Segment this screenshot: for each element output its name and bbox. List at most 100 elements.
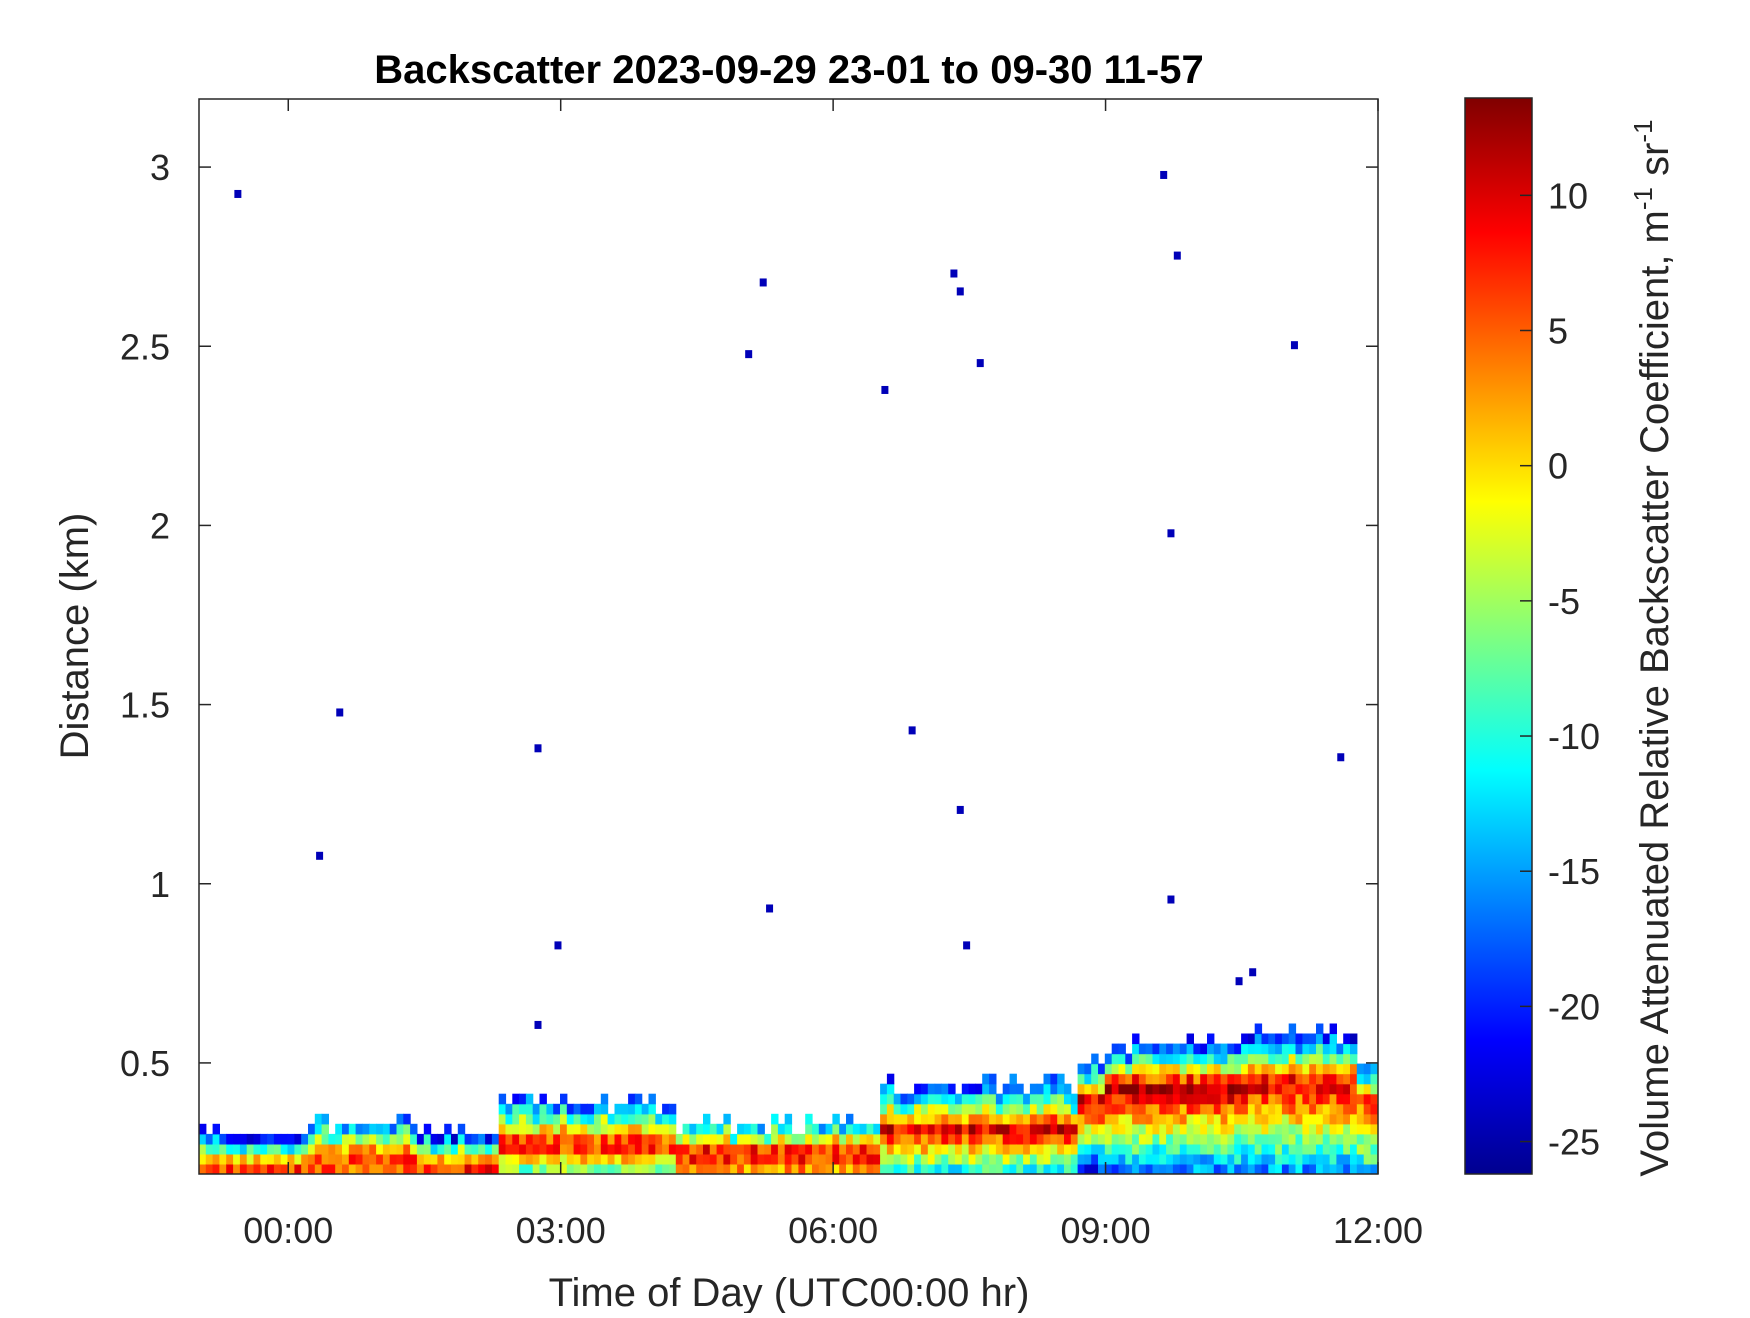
heatmap-cell (1350, 1103, 1358, 1115)
heatmap-cell (1363, 1153, 1372, 1165)
heatmap-cell (1275, 1103, 1283, 1115)
heatmap-cell (423, 1164, 432, 1174)
heatmap-cell (662, 1113, 670, 1125)
heatmap-cell (1159, 1103, 1167, 1115)
heatmap-cell (1241, 1043, 1249, 1055)
heatmap-cell (1132, 1164, 1140, 1174)
heatmap-cell (485, 1143, 493, 1155)
heatmap-cell (525, 1103, 534, 1115)
heatmap-cell (566, 1153, 575, 1165)
heatmap-cell (832, 1113, 840, 1125)
heatmap-cell (655, 1153, 663, 1165)
heatmap-cell (1254, 1043, 1263, 1055)
heatmap-cell (1268, 1083, 1276, 1095)
heatmap-cell (1186, 1073, 1194, 1085)
heatmap-cell (798, 1164, 806, 1174)
heatmap-cell (982, 1153, 990, 1165)
heatmap-cell (886, 1143, 895, 1155)
heatmap-cell (941, 1083, 949, 1095)
heatmap-cell (1309, 1043, 1317, 1055)
heatmap-cell (995, 1123, 1004, 1135)
heatmap-cell (798, 1133, 806, 1145)
heatmap-cell (580, 1123, 588, 1135)
heatmap-cell (1145, 1073, 1154, 1085)
heatmap-cell (212, 1153, 220, 1165)
heatmap-cell (968, 1123, 976, 1135)
heatmap-cell (287, 1143, 295, 1155)
heatmap-cell (1268, 1133, 1276, 1145)
heatmap-cell (1288, 1043, 1297, 1055)
heatmap-cell (880, 1164, 888, 1174)
heatmap-cell (1207, 1073, 1215, 1085)
heatmap-cell (1029, 1113, 1038, 1125)
heatmap-cell (1091, 1113, 1099, 1125)
heatmap-cell (634, 1133, 643, 1145)
plot-area-frame (198, 98, 1379, 1175)
heatmap-cell (437, 1164, 445, 1174)
heatmap-cell (1295, 1033, 1303, 1045)
isolated-return-cell (1290, 341, 1298, 350)
heatmap-cell (1227, 1153, 1235, 1165)
heatmap-cell (975, 1083, 983, 1095)
heatmap-cell (614, 1103, 622, 1115)
heatmap-cell (1275, 1043, 1283, 1055)
heatmap-cell (784, 1123, 793, 1135)
heatmap-cell (607, 1143, 615, 1155)
heatmap-cell (955, 1133, 963, 1145)
heatmap-cell (1213, 1113, 1222, 1125)
heatmap-cell (1363, 1093, 1372, 1105)
heatmap-cell (1179, 1143, 1188, 1155)
heatmap-cell (648, 1123, 656, 1135)
heatmap-cell (410, 1133, 418, 1145)
colorbar-tick-label: 10 (1548, 175, 1588, 216)
heatmap-cell (703, 1113, 711, 1125)
heatmap-cell (1207, 1063, 1215, 1075)
heatmap-cell (1125, 1103, 1133, 1115)
heatmap-cell (1193, 1063, 1201, 1075)
heatmap-cell (1002, 1164, 1011, 1174)
heatmap-cell (634, 1103, 643, 1115)
heatmap-cell (532, 1123, 541, 1135)
heatmap-cell (648, 1153, 656, 1165)
heatmap-cell (846, 1123, 854, 1135)
heatmap-cell (560, 1093, 568, 1105)
heatmap-cell (1036, 1143, 1045, 1155)
heatmap-cell (362, 1133, 370, 1145)
heatmap-cell (389, 1123, 398, 1135)
heatmap-cell (1009, 1133, 1017, 1145)
heatmap-cell (594, 1153, 602, 1165)
isolated-return-cell (1337, 753, 1345, 762)
heatmap-cell (1002, 1133, 1011, 1145)
heatmap-cell (1145, 1143, 1154, 1155)
heatmap-cell (948, 1093, 956, 1105)
heatmap-cell (832, 1143, 840, 1155)
heatmap-cell (1295, 1123, 1303, 1135)
heatmap-cell (873, 1123, 881, 1135)
heatmap-cell (1091, 1103, 1099, 1115)
heatmap-cell (1309, 1153, 1317, 1165)
heatmap-cell (587, 1164, 595, 1174)
heatmap-cell (961, 1164, 970, 1174)
heatmap-cell (1098, 1083, 1106, 1095)
heatmap-cell (634, 1113, 643, 1125)
heatmap-cell (1098, 1143, 1106, 1155)
heatmap-cell (757, 1143, 765, 1155)
heatmap-cell (587, 1113, 595, 1125)
heatmap-cell (1275, 1133, 1283, 1145)
heatmap-cell (1145, 1113, 1154, 1125)
heatmap-cell (1220, 1063, 1228, 1075)
heatmap-cell (934, 1093, 942, 1105)
heatmap-cell (1356, 1083, 1365, 1095)
heatmap-cell (1118, 1043, 1126, 1055)
heatmap-cell (907, 1153, 915, 1165)
heatmap-cell (1200, 1133, 1208, 1145)
heatmap-cell (750, 1164, 759, 1174)
heatmap-cell (1316, 1093, 1324, 1105)
heatmap-cell (1023, 1153, 1031, 1165)
heatmap-cell (675, 1143, 684, 1155)
heatmap-cell (226, 1164, 234, 1174)
heatmap-cell (1172, 1043, 1181, 1055)
heatmap-cell (539, 1123, 547, 1135)
heatmap-cell (716, 1153, 724, 1165)
